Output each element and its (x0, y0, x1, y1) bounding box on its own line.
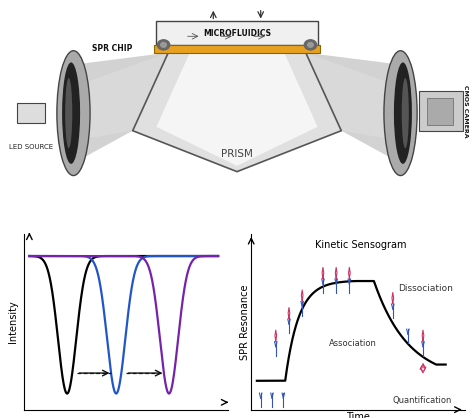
Text: MICROFLUIDICS: MICROFLUIDICS (203, 29, 271, 38)
Polygon shape (306, 53, 398, 140)
Text: Kinetic Sensogram: Kinetic Sensogram (315, 240, 406, 250)
Text: PRISM: PRISM (221, 149, 253, 159)
Ellipse shape (62, 62, 80, 164)
Text: CMOS CAMERA: CMOS CAMERA (463, 85, 468, 138)
Text: Dissociation: Dissociation (399, 283, 453, 293)
Text: Quantification: Quantification (393, 396, 452, 405)
Circle shape (304, 40, 317, 50)
Polygon shape (76, 53, 168, 140)
Ellipse shape (65, 78, 72, 148)
Bar (427, 97, 453, 125)
Text: SPR CHIP: SPR CHIP (92, 44, 133, 53)
Ellipse shape (384, 51, 417, 176)
Y-axis label: SPR Resonance: SPR Resonance (240, 284, 250, 359)
Circle shape (161, 43, 166, 47)
X-axis label: Time: Time (346, 413, 370, 418)
Ellipse shape (394, 62, 412, 164)
Bar (17, 103, 45, 123)
Bar (156, 21, 318, 45)
Ellipse shape (57, 51, 90, 176)
Polygon shape (76, 53, 168, 162)
Polygon shape (156, 53, 318, 166)
FancyBboxPatch shape (419, 91, 463, 132)
Polygon shape (133, 53, 341, 172)
Ellipse shape (402, 78, 409, 148)
Text: Association: Association (328, 339, 376, 348)
Y-axis label: Intensity: Intensity (8, 301, 18, 343)
Polygon shape (306, 53, 398, 162)
Text: LED SOURCE: LED SOURCE (9, 144, 53, 150)
Circle shape (157, 40, 170, 50)
Bar (154, 45, 320, 53)
Circle shape (308, 43, 313, 47)
